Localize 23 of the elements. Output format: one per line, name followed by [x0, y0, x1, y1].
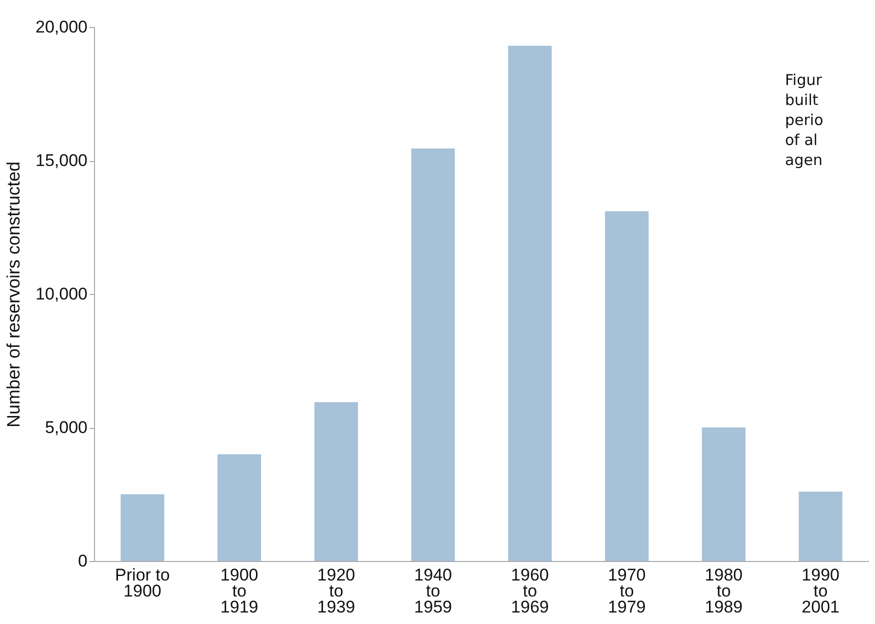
x-tick-label: 1990 to 2001 [802, 566, 840, 616]
bar [605, 211, 649, 561]
bar [218, 454, 262, 561]
bar [508, 46, 552, 561]
x-tick-label: 1980 to 1989 [704, 566, 743, 616]
y-tick-label: 10,000 [36, 284, 88, 304]
annotation: Figur built perio of al agen [785, 70, 824, 170]
y-tick-label: 0 [78, 552, 88, 570]
y-tick-label: 20,000 [36, 18, 88, 36]
x-tick-label: 1940 to 1959 [414, 566, 452, 616]
bar [702, 428, 746, 561]
x-tick-label: 1970 to 1979 [608, 566, 646, 616]
bar [314, 402, 358, 561]
x-tick-label: 1900 to 1919 [220, 566, 258, 616]
x-tick-label: 1920 to 1939 [317, 566, 356, 616]
x-tick-label: 1960 to 1969 [511, 566, 549, 616]
bar [411, 148, 455, 561]
x-tick-label: Prior to 1900 [115, 566, 170, 600]
y-tick-label: 15,000 [36, 151, 88, 170]
bar [120, 494, 164, 561]
bar [798, 492, 842, 561]
y-tick-label: 5,000 [44, 418, 88, 437]
y-axis-title: Number of reservoirs constructed [4, 161, 24, 428]
